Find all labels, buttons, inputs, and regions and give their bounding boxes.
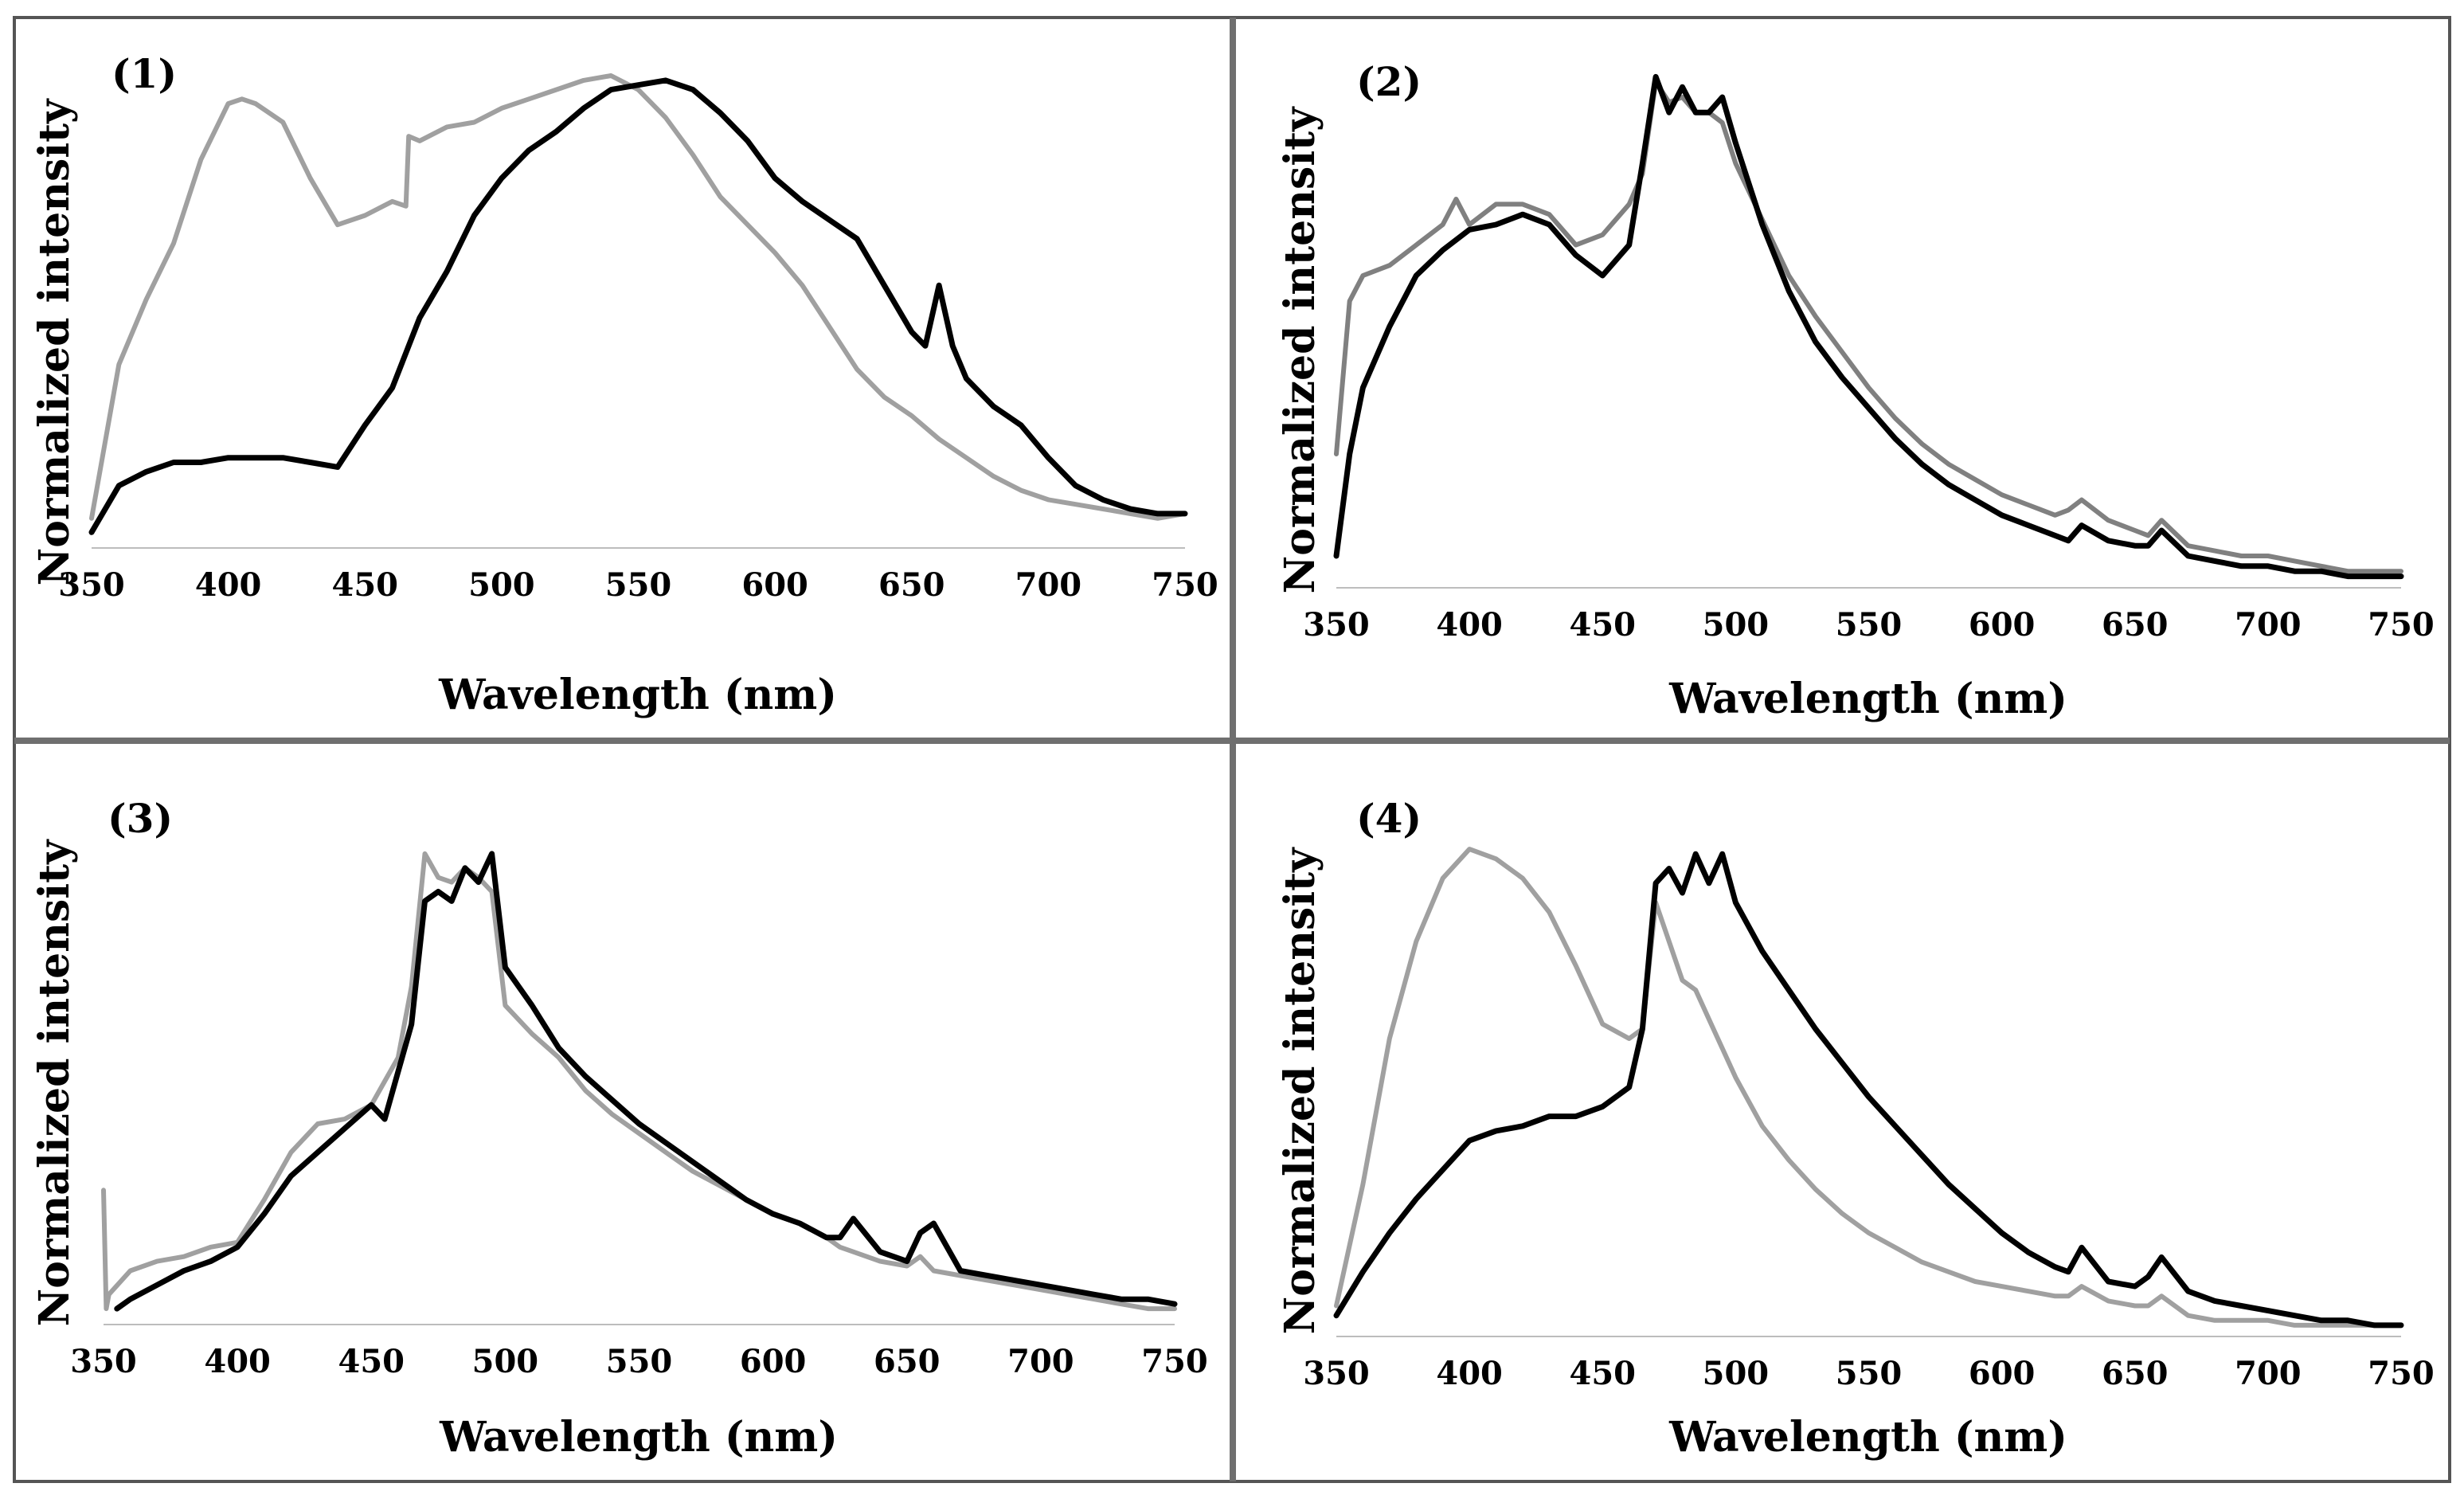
panel-3-y-axis-title: Normalized intensity (30, 839, 79, 1326)
x-tick-label-750: 750 (1141, 1343, 1208, 1380)
panel-3-x-axis-title: Wavelength (nm) (439, 1413, 838, 1462)
x-tick-label-650: 650 (878, 566, 945, 604)
x-tick-label-750: 750 (1152, 566, 1218, 604)
panel-4-x-axis-title: Wavelength (nm) (1668, 1413, 2067, 1462)
x-tick-label-750: 750 (2368, 606, 2435, 644)
panel-2-series-gray-line (1334, 79, 2403, 574)
x-tick-label-350: 350 (58, 566, 125, 604)
x-tick-label-350: 350 (1303, 606, 1370, 644)
x-tick-label-700: 700 (1007, 1343, 1074, 1380)
panel-2-series-black-line (1333, 73, 2404, 580)
panel-1: (1) Wavelength (nm) Normalized intensity… (30, 50, 1218, 719)
x-tick-label-400: 400 (195, 566, 262, 604)
panel-1-label: (1) (111, 50, 177, 97)
panel-1-plot-area (88, 73, 1188, 549)
x-tick-label-600: 600 (1969, 1355, 2036, 1392)
panel-3-plot-area (101, 851, 1178, 1325)
x-tick-label-650: 650 (2102, 606, 2169, 644)
panel-4-label: (4) (1356, 795, 1422, 842)
x-tick-label-550: 550 (1836, 1355, 1903, 1392)
panel-3-series-black-line (114, 851, 1178, 1312)
x-tick-label-600: 600 (741, 566, 808, 604)
x-tick-label-500: 500 (468, 566, 535, 604)
panel-4-series-gray-line (1334, 847, 2403, 1328)
panel-3-series-gray-line (101, 851, 1177, 1312)
x-tick-label-400: 400 (1436, 1355, 1503, 1392)
x-tick-label-750: 750 (2368, 1355, 2435, 1392)
x-tick-label-350: 350 (70, 1343, 137, 1380)
panel-4-series-black-line (1333, 851, 2404, 1329)
panel-3-label: (3) (108, 795, 173, 842)
x-tick-label-600: 600 (1969, 606, 2036, 644)
panel-1-series-gray-line (89, 73, 1187, 521)
x-tick-label-500: 500 (472, 1343, 539, 1380)
panel-4: (4) Wavelength (nm) Normalized intensity… (1276, 795, 2435, 1462)
x-tick-label-700: 700 (2235, 606, 2302, 644)
panel-2-plot-area (1333, 73, 2404, 589)
x-tick-label-450: 450 (332, 566, 399, 604)
panel-2-y-axis-title: Normalized intensity (1276, 106, 1324, 593)
panel-1-x-axis-title: Wavelength (nm) (438, 671, 837, 719)
panel-4-plot-area (1333, 847, 2404, 1337)
x-tick-label-650: 650 (874, 1343, 941, 1380)
x-tick-label-350: 350 (1303, 1355, 1370, 1392)
x-tick-label-550: 550 (1836, 606, 1903, 644)
panel-3-x-ticks: 350 400 450 500 550 600 650 700 750 (70, 1343, 1208, 1380)
panel-2-label: (2) (1356, 58, 1422, 105)
panel-2-x-ticks: 350 400 450 500 550 600 650 700 750 (1303, 606, 2435, 644)
panel-1-series-black-line (88, 77, 1188, 535)
panel-1-x-ticks: 350 400 450 500 550 600 650 700 750 (58, 566, 1218, 604)
x-tick-label-400: 400 (1436, 606, 1503, 644)
x-tick-label-450: 450 (338, 1343, 405, 1380)
x-tick-label-500: 500 (1703, 606, 1770, 644)
x-tick-label-650: 650 (2102, 1355, 2169, 1392)
x-tick-label-600: 600 (740, 1343, 807, 1380)
x-tick-label-700: 700 (1015, 566, 1082, 604)
panel-3: (3) Wavelength (nm) Normalized intensity… (30, 795, 1208, 1462)
x-tick-label-450: 450 (1570, 1355, 1637, 1392)
x-tick-label-550: 550 (606, 1343, 673, 1380)
x-tick-label-450: 450 (1570, 606, 1637, 644)
panel-4-x-ticks: 350 400 450 500 550 600 650 700 750 (1303, 1355, 2435, 1392)
panel-2: (2) Wavelength (nm) Normalized intensity… (1276, 58, 2435, 723)
panel-2-x-axis-title: Wavelength (nm) (1668, 675, 2067, 723)
x-tick-label-700: 700 (2235, 1355, 2302, 1392)
panel-4-y-axis-title: Normalized intensity (1276, 847, 1324, 1334)
panel-1-y-axis-title: Normalized intensity (30, 98, 79, 585)
x-tick-label-550: 550 (605, 566, 672, 604)
x-tick-label-400: 400 (204, 1343, 271, 1380)
x-tick-label-500: 500 (1703, 1355, 1770, 1392)
